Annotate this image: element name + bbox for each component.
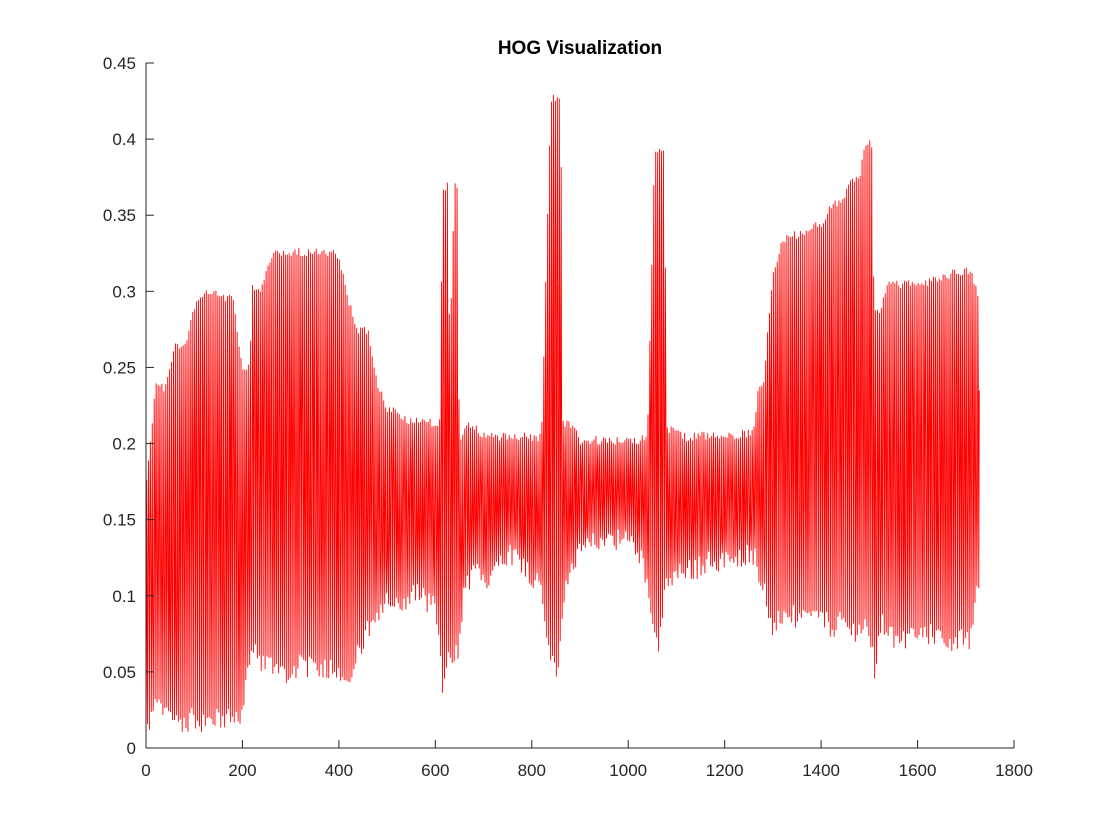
- y-tick-label: 0.1: [112, 587, 136, 606]
- plot-area: 0 200 400 600 800 1000 1200 1400 1600 1800 00.050…: [103, 54, 1033, 780]
- x-tick-label: 200: [228, 761, 256, 780]
- x-tick-label: 1600: [899, 761, 937, 780]
- x-axis-ticks: 0 200 400 600 800 1000 1200 1400 1600 1800: [141, 740, 1033, 780]
- y-tick-label: 0.45: [103, 54, 136, 73]
- y-tick-label: 0.4: [112, 130, 136, 149]
- x-tick-label: 1200: [706, 761, 744, 780]
- y-tick-label: 0.3: [112, 282, 136, 301]
- x-tick-label: 1800: [995, 761, 1033, 780]
- x-tick-label: 400: [325, 761, 353, 780]
- y-tick-label: 0.25: [103, 358, 136, 377]
- y-tick-label: 0: [127, 739, 136, 758]
- y-tick-label: 0.35: [103, 206, 136, 225]
- y-tick-label: 0.2: [112, 435, 136, 454]
- x-tick-label: 1000: [609, 761, 647, 780]
- axes: [145, 63, 1014, 749]
- y-tick-label: 0.05: [103, 663, 136, 682]
- series-line: [146, 94, 980, 733]
- x-tick-label: 0: [141, 761, 150, 780]
- x-tick-label: 800: [518, 761, 546, 780]
- y-axis-ticks: 0 0.05 0.1 0.15 0.2 0.25 0.3 0.35 0.4 0.45: [103, 54, 154, 758]
- chart-title: HOG Visualization: [498, 38, 662, 59]
- y-tick-label: 0.15: [103, 511, 136, 530]
- series-layer: [146, 94, 980, 733]
- x-tick-label: 1400: [802, 761, 840, 780]
- x-tick-label: 600: [421, 761, 449, 780]
